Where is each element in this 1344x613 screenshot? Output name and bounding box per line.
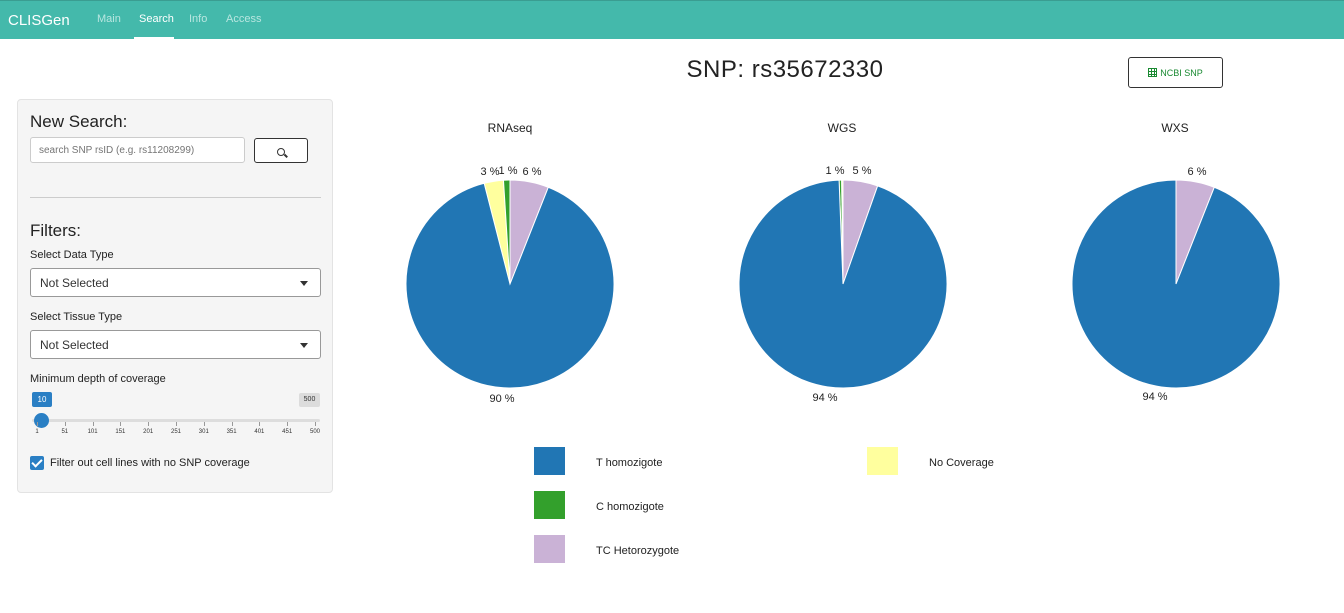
legend-swatch-tc-hetorozygote (534, 535, 565, 563)
slider-tick-label: 451 (282, 429, 293, 435)
no-coverage-checkbox[interactable] (30, 456, 44, 470)
no-coverage-checkbox-label[interactable]: Filter out cell lines with no SNP covera… (50, 457, 250, 469)
app-brand[interactable]: CLISGen (8, 12, 70, 29)
pie-data-label: 94 % (812, 392, 837, 404)
slider-tick-label: 201 (143, 429, 154, 435)
slider-max-badge: 500 (299, 393, 320, 407)
tissue-type-select[interactable]: Not Selected (30, 330, 321, 359)
pie-data-label: 6 % (523, 166, 542, 178)
tissue-type-value: Not Selected (40, 338, 109, 352)
table-icon (1148, 68, 1158, 77)
tissue-type-label: Select Tissue Type (30, 311, 123, 323)
slider-tick (92, 422, 94, 426)
nav-link-info[interactable]: Info (189, 13, 208, 25)
search-input[interactable] (30, 137, 245, 163)
legend-label-no-coverage: No Coverage (929, 457, 994, 469)
legend-label-c-homozigote: C homozigote (596, 501, 664, 513)
slider-tick (64, 422, 66, 426)
pie-data-label: 1 % (499, 165, 518, 177)
data-type-label: Select Data Type (30, 249, 114, 261)
slider-tick-label: 51 (61, 429, 69, 435)
legend-swatch-t-homozigote (534, 447, 565, 475)
pie-data-label: 94 % (1142, 391, 1167, 403)
nav-link-access[interactable]: Access (226, 13, 262, 25)
search-button[interactable] (254, 138, 308, 163)
slider-tick (259, 422, 261, 426)
top-navbar: CLISGen Main Search Info Access (0, 0, 1344, 40)
slider-tick (148, 422, 150, 426)
slider-tick-label: 351 (226, 429, 237, 435)
pie-data-label: 1 % (826, 165, 845, 177)
chart-title-wgs: WGS (827, 121, 857, 135)
slider-tick (231, 422, 233, 426)
slider-tick (37, 422, 38, 426)
slider-tick (203, 422, 205, 426)
slider-tick (176, 422, 177, 426)
slider-value-badge: 10 (32, 392, 52, 407)
search-icon (277, 148, 285, 156)
nav-link-search[interactable]: Search (139, 13, 174, 25)
coverage-label: Minimum depth of coverage (30, 373, 166, 385)
slider-tick-label: 500 (309, 429, 321, 435)
data-type-select[interactable]: Not Selected (30, 268, 321, 297)
slider-tick-label: 151 (115, 429, 126, 435)
caret-down-icon (300, 281, 308, 286)
pie-data-label: 90 % (489, 393, 514, 405)
slider-tick-label: 301 (198, 429, 209, 435)
chart-title-rnaseq: RNAseq (487, 121, 533, 135)
data-type-value: Not Selected (40, 276, 109, 290)
slider-tick (120, 422, 122, 426)
caret-down-icon (300, 343, 308, 348)
legend-label-tc-hetorozygote: TC Hetorozygote (596, 545, 680, 557)
legend-label-t-homozigote: T homozigote (596, 457, 663, 469)
pie-slice-t-homozigote (405, 182, 615, 389)
legend-swatch-no-coverage (867, 447, 898, 475)
nav-link-main[interactable]: Main (97, 13, 121, 25)
slider-tick-label: 401 (254, 429, 265, 435)
coverage-slider-track[interactable] (32, 419, 320, 422)
pie-data-label: 5 % (853, 165, 872, 177)
search-panel: New Search: Filters: Select Data Type No… (17, 99, 333, 493)
pie-slice-t-homozigote (738, 179, 948, 389)
pie-data-label: 6 % (1188, 166, 1207, 178)
slider-tick-label: 1 (35, 429, 39, 435)
filters-heading: Filters: (30, 221, 81, 240)
pie-charts: 90 %3 % 1 % 6 %94 %5 %1 %94 %6 % (405, 165, 1281, 405)
pie-data-label: 3 % (481, 166, 500, 178)
slider-tick (315, 422, 316, 426)
divider (30, 197, 321, 198)
ncbi-snp-button[interactable]: NCBI SNP (1128, 57, 1223, 88)
slider-ticks: 1 51 101 151 201 251 301 351 401 451 500 (32, 422, 322, 442)
active-tab-indicator (134, 37, 174, 40)
chart-title-wxs: WXS (1161, 121, 1189, 135)
slider-tick-label: 101 (87, 429, 98, 435)
new-search-heading: New Search: (30, 112, 128, 131)
ncbi-snp-label: NCBI SNP (1160, 67, 1203, 78)
slider-tick (287, 422, 289, 426)
slider-tick-label: 251 (170, 429, 182, 435)
page-title: SNP: rs35672330 (686, 56, 884, 83)
legend-swatch-c-homozigote (534, 491, 565, 519)
pie-slice-t-homozigote (1071, 179, 1281, 389)
